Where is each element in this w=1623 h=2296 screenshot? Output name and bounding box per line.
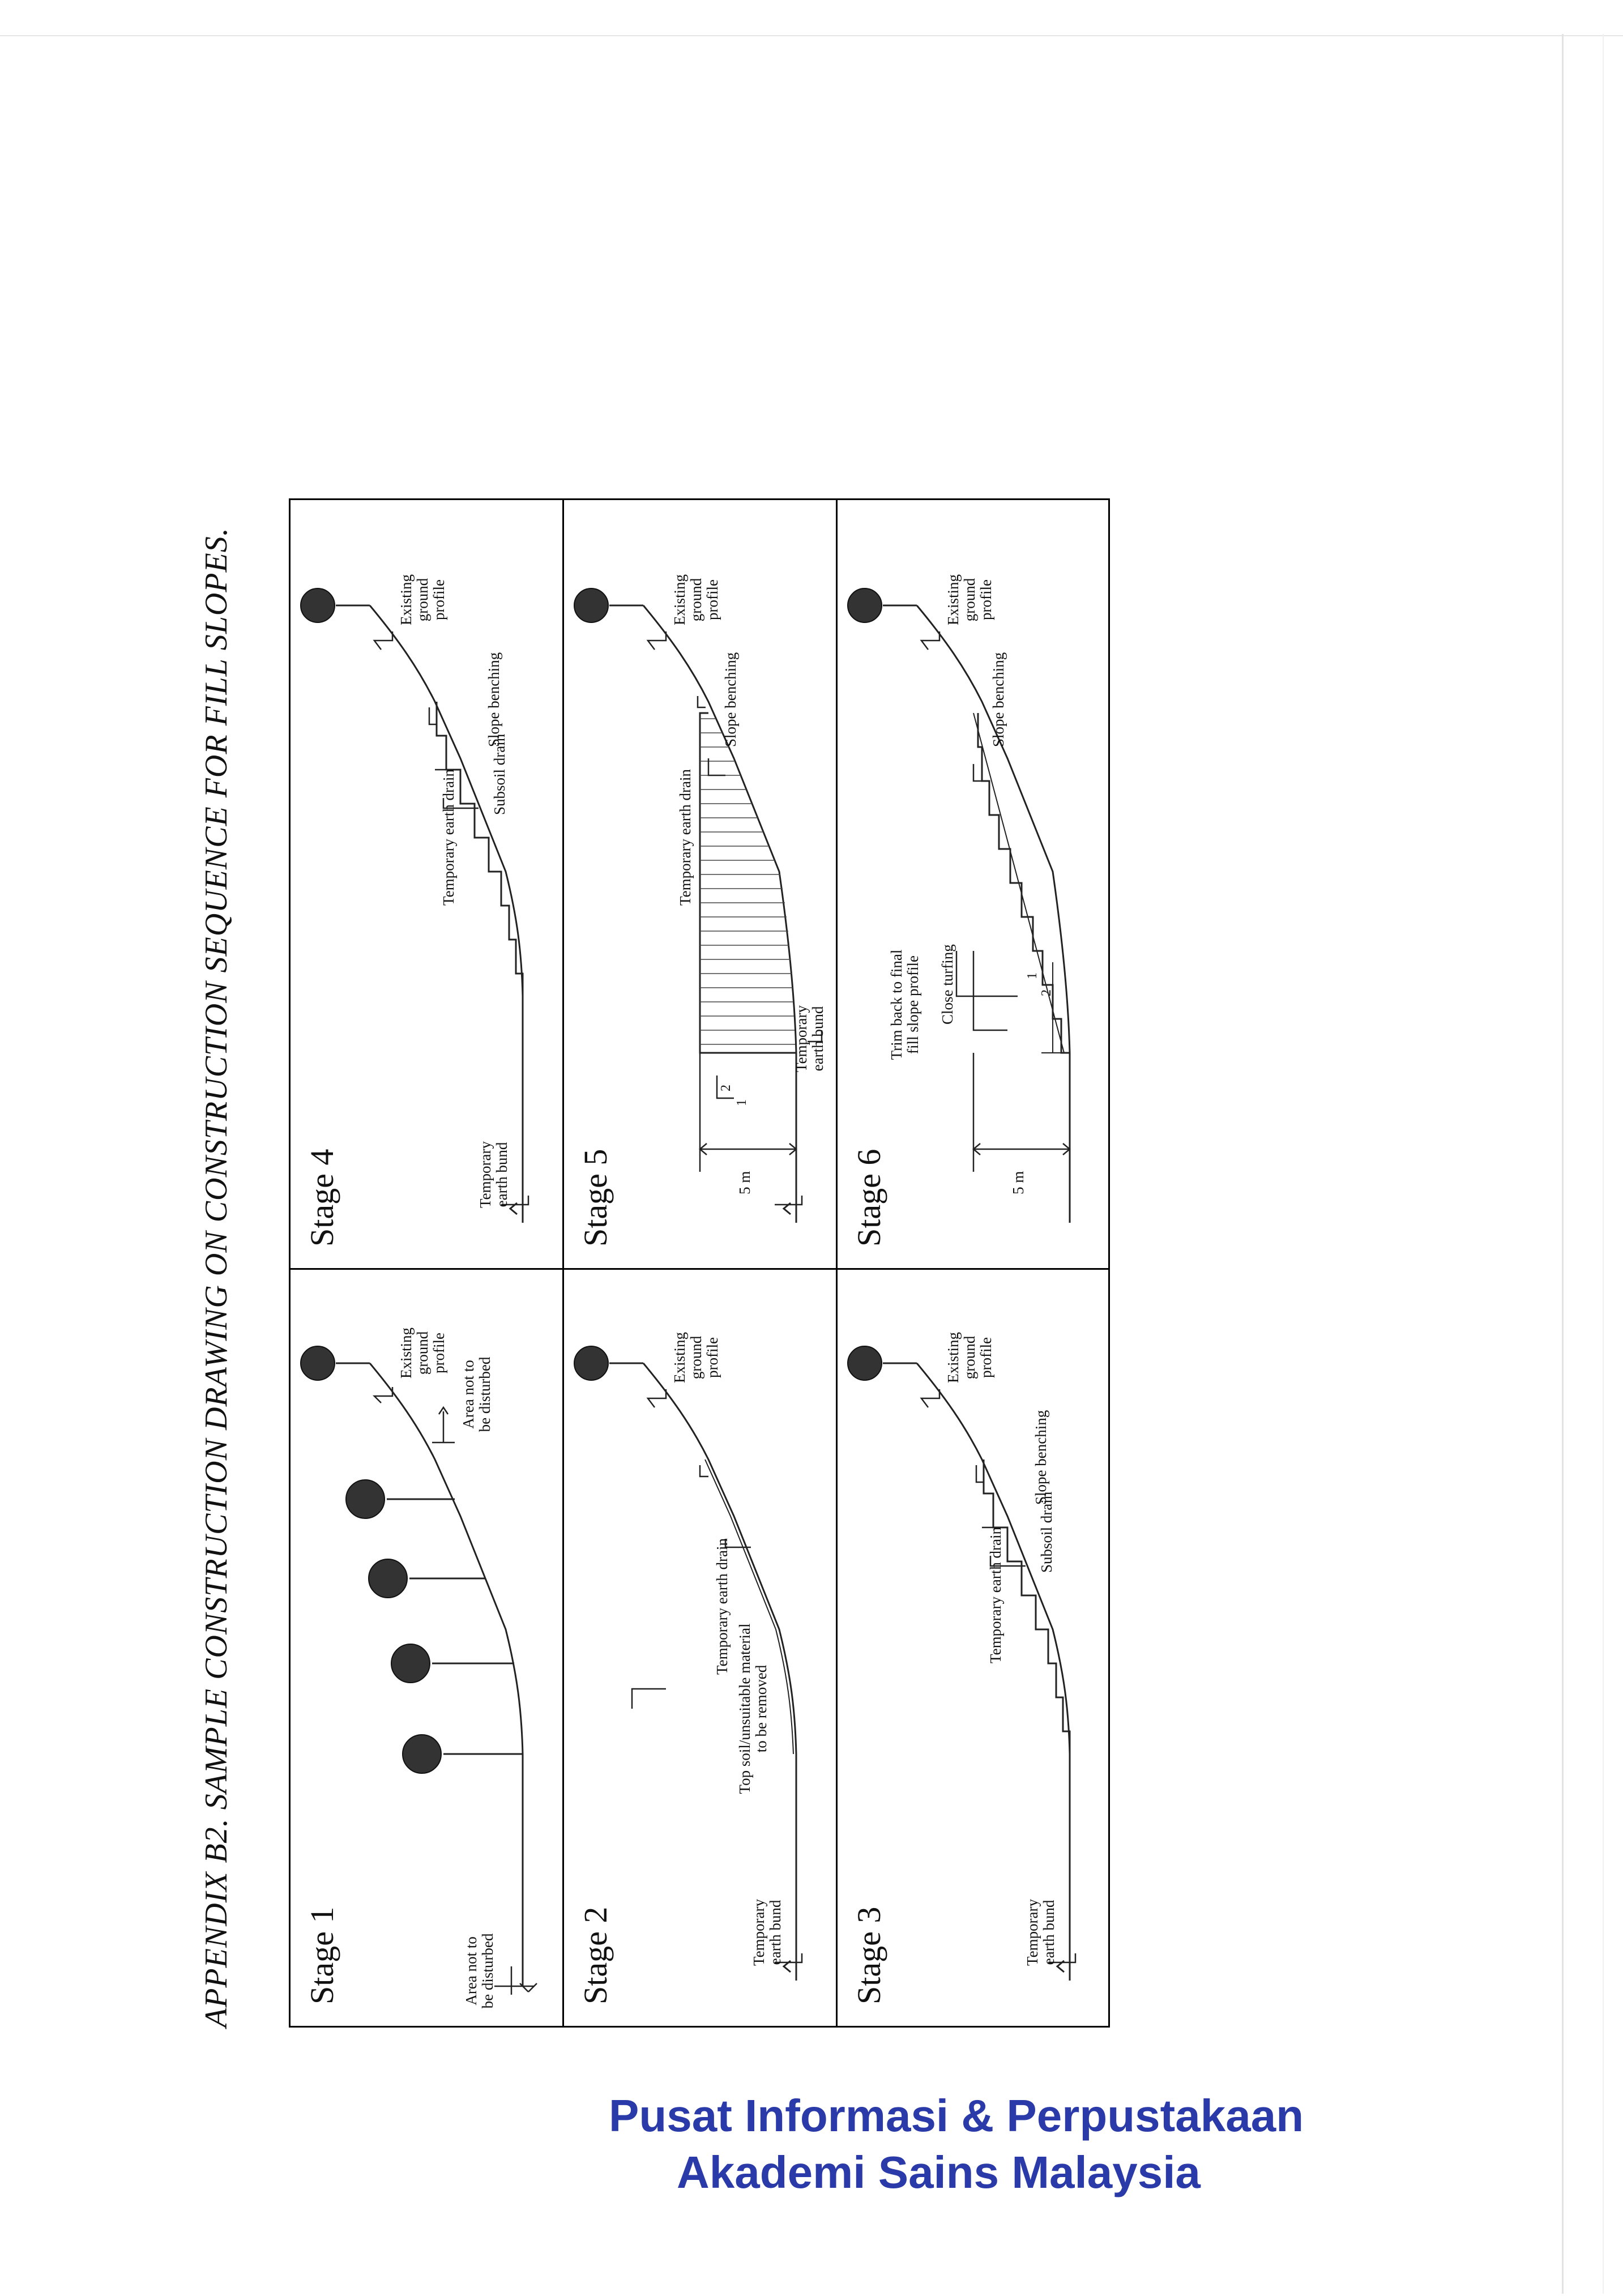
stage-4-label-slope-benching: Slope benching <box>485 652 502 747</box>
stage-3-panel: Stage 3 Temporary earth bund Te <box>838 1270 1109 2026</box>
stage-2-label-existing-ground: Existing ground profile <box>671 1332 721 1384</box>
stage-4-label-earth-bund: Temporary earth bund <box>477 1141 510 1209</box>
stage-6-label-slope-benching: Slope benching <box>990 652 1007 747</box>
stage-6-label-existing-ground: Existing ground profile <box>945 574 994 626</box>
stage-6-label-close-turfing: Close turfing <box>939 944 956 1025</box>
stage-5-label-earth-bund: Temporary earth bund <box>793 1005 826 1073</box>
stage-2-label-earth-bund: Temporary earth bund <box>750 1898 784 1966</box>
stage-4-label-earth-drain: Temporary earth drain <box>440 769 457 906</box>
stage-3-label-earth-bund: Temporary earth bund <box>1024 1898 1057 1966</box>
stage-4-panel: Stage 4 Temporary earth bund Te <box>291 512 562 1268</box>
stage-6-label-trim-back: Trim back to final fill slope profile <box>888 949 921 1060</box>
stage-grid: Stage 1 Area not to be disturbed Area not… <box>289 498 1110 2028</box>
appendix-title: APPENDIX B2. SAMPLE CONSTRUCTION DRAWING… <box>199 527 234 2028</box>
stage-1-panel: Stage 1 Area not to be disturbed Area not… <box>291 1270 562 2026</box>
stage-6-label-height: 5 m <box>1010 1171 1027 1194</box>
stage-5-label-height: 5 m <box>736 1171 753 1194</box>
stage-1-label-area-right: Area not to be disturbed <box>460 1356 493 1432</box>
stage-6-label-ratio-v: 1 <box>1025 972 1040 979</box>
stage-5-label-ratio-v: 1 <box>734 1099 749 1106</box>
stage-1-label-area-left: Area not to be disturbed <box>463 1933 496 2009</box>
stage-3-label-earth-drain: Temporary earth drain <box>987 1527 1004 1663</box>
stage-5-panel: Stage 5 <box>564 512 836 1268</box>
stage-5-label-earth-drain: Temporary earth drain <box>677 769 694 906</box>
stage-6-drawing <box>847 588 1071 1223</box>
stage-5-label-slope-benching: Slope benching <box>722 652 739 747</box>
stage-2-panel: Stage 2 Temporary earth bund To <box>564 1270 836 2026</box>
stage-6-label-ratio-h: 2 <box>1039 989 1054 996</box>
stage-2-label-topsoil: Top soil/unsuitable material to be remove… <box>736 1623 770 1794</box>
stamp-line-1: Pusat Informasi & Perpustakaan <box>609 2090 1304 2141</box>
stage-3-label-existing-ground: Existing ground profile <box>945 1332 994 1384</box>
stage-5-drawing <box>574 588 823 1223</box>
stage-6-panel: Stage 6 5 m <box>838 512 1109 1268</box>
scan-edge-mark <box>1603 34 1604 2294</box>
stage-1-drawing <box>300 1346 537 1995</box>
stage-1-label-existing-ground: Existing ground profile <box>398 1328 447 1379</box>
rotated-landscape-sheet: APPENDIX B2. SAMPLE CONSTRUCTION DRAWING… <box>198 498 1623 2028</box>
stage-5-label-existing-ground: Existing ground profile <box>671 574 721 626</box>
stage-3-drawing <box>847 1346 1077 1981</box>
stage-4-drawing <box>300 588 529 1223</box>
page-top-edge <box>0 35 1623 36</box>
stage-3-label-slope-benching: Slope benching <box>1032 1410 1049 1505</box>
stage-2-label-earth-drain: Temporary earth drain <box>714 1538 731 1675</box>
stage-2-drawing <box>574 1346 803 1981</box>
stage-5-label-ratio-h: 2 <box>719 1085 733 1091</box>
stage-4-label-existing-ground: Existing ground profile <box>398 574 447 626</box>
page-right-edge <box>1562 34 1564 2294</box>
stamp-line-2: Akademi Sains Malaysia <box>677 2147 1201 2197</box>
